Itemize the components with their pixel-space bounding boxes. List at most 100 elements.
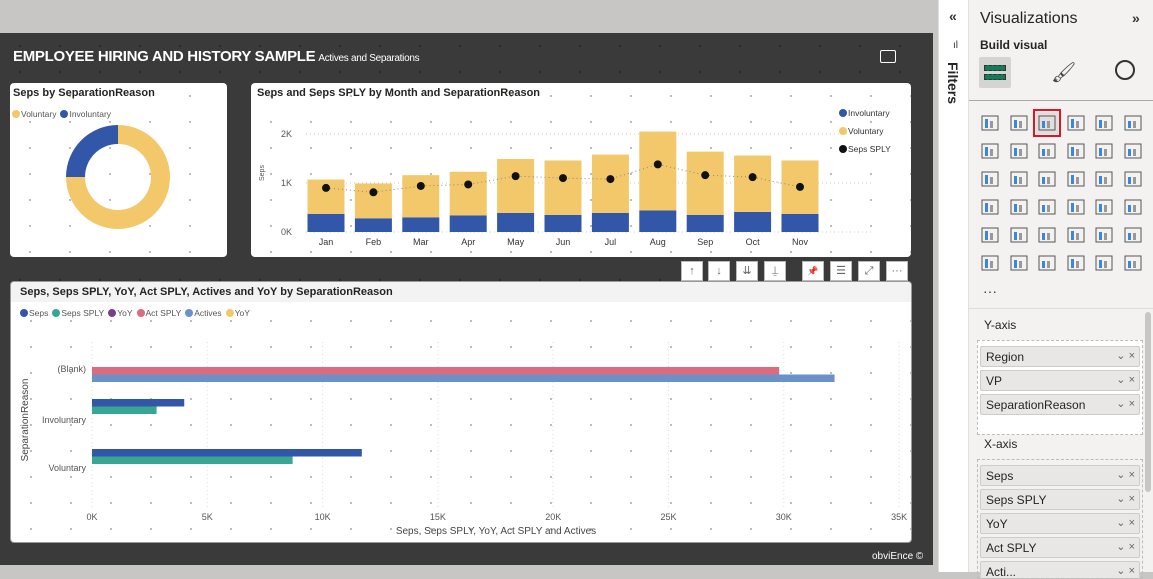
scatter-icon[interactable] <box>1036 168 1058 190</box>
analytics-icon[interactable] <box>1115 60 1135 80</box>
donut-icon[interactable] <box>1093 168 1115 190</box>
hbar-card[interactable]: Seps, Seps SPLY, YoY, Act SPLY, Actives … <box>10 281 912 543</box>
bar-involuntary <box>734 211 772 232</box>
column-chart[interactable]: 0K 1K 2K Seps Jan Feb Mar Apr May Jun Jul Aug Sep Oct… <box>251 83 911 257</box>
field-pill[interactable]: YoY ⌄ × <box>980 513 1140 534</box>
100-stacked-bar-icon[interactable] <box>1093 112 1115 134</box>
x-axis-well[interactable]: Seps ⌄ × Seps SPLY ⌄ × YoY ⌄ × Act SPLY ⌄ × Acti… <box>977 459 1143 579</box>
seps-sply-point <box>701 171 710 180</box>
field-pill[interactable]: Acti... ⌄ × <box>980 561 1140 578</box>
field-controls[interactable]: ⌄ × <box>1116 374 1135 386</box>
clustered-bar-icon[interactable] <box>1033 109 1061 137</box>
donut-slice-voluntary <box>66 125 170 229</box>
qa-icon[interactable] <box>979 252 1001 274</box>
field-pill[interactable]: Act SPLY ⌄ × <box>980 537 1140 558</box>
card-icon[interactable] <box>1093 196 1115 218</box>
donut-chart[interactable] <box>10 83 227 257</box>
key-influencers-icon[interactable] <box>1093 224 1115 246</box>
field-controls[interactable]: ⌄ × <box>1116 541 1135 553</box>
field-controls[interactable]: ⌄ × <box>1116 350 1135 362</box>
focus-mode-icon[interactable]: ⤢ <box>858 261 880 281</box>
x-tick-label: 25K <box>660 512 676 522</box>
drop-zone[interactable] <box>980 418 1140 432</box>
field-controls[interactable]: ⌄ × <box>1116 517 1135 529</box>
line-column-icon[interactable] <box>1065 140 1087 162</box>
scrollbar[interactable] <box>1145 312 1151 492</box>
hbar-chart[interactable]: 0K 5K 10K 15K 20K 25K 30K 35K Seps, Seps SPLY, Y… <box>11 282 912 543</box>
donut-slice-involuntary <box>66 125 118 177</box>
bar-seps <box>92 449 362 457</box>
x-tick-label: Apr <box>461 237 475 247</box>
ribbon-icon[interactable] <box>1122 140 1144 162</box>
filter-icon[interactable]: ☰ <box>830 261 852 281</box>
filled-map-icon[interactable] <box>1008 196 1030 218</box>
area-icon[interactable] <box>1008 140 1030 162</box>
field-controls[interactable]: ⌄ × <box>1116 493 1135 505</box>
stacked-bar-icon[interactable] <box>979 112 1001 134</box>
bar-voluntary <box>639 131 677 211</box>
paginated-icon[interactable] <box>1065 252 1087 274</box>
donut-card[interactable]: Seps by SeparationReason Voluntary Invol… <box>10 83 227 257</box>
drill-mode-button[interactable]: ⍊ <box>764 261 786 281</box>
y-tick-label: 0K <box>281 227 292 237</box>
filters-pane[interactable]: « ıl Filters <box>938 0 968 572</box>
more-options-icon[interactable]: ··· <box>886 261 908 281</box>
expand-icon[interactable]: » <box>1132 10 1140 26</box>
y-tick-label: 2K <box>281 129 292 139</box>
field-pill[interactable]: SeparationReason ⌄ × <box>980 394 1140 415</box>
legend-label: Seps SPLY <box>848 144 891 154</box>
field-controls[interactable]: ⌄ × <box>1116 469 1135 481</box>
field-pill[interactable]: Region ⌄ × <box>980 346 1140 367</box>
stacked-column-icon[interactable] <box>1008 112 1030 134</box>
column-card[interactable]: Seps and Seps SPLY by Month and Separati… <box>251 83 911 257</box>
y-axis-well[interactable]: Region ⌄ × VP ⌄ × SeparationReason ⌄ × <box>977 340 1143 435</box>
legend-item: Seps <box>20 308 48 318</box>
line-clustered-column-icon[interactable] <box>1093 140 1115 162</box>
field-controls[interactable]: ⌄ × <box>1116 398 1135 410</box>
gauge-icon[interactable] <box>1065 196 1087 218</box>
power-apps-icon[interactable] <box>1093 252 1115 274</box>
filters-label[interactable]: Filters <box>945 62 961 105</box>
drill-down-button[interactable]: ↓ <box>708 261 730 281</box>
collapse-icon[interactable]: « <box>949 8 957 24</box>
treemap-icon[interactable] <box>1122 168 1144 190</box>
waterfall-icon[interactable] <box>979 168 1001 190</box>
field-pill[interactable]: Seps SPLY ⌄ × <box>980 489 1140 510</box>
legend-label: Seps SPLY <box>61 308 105 318</box>
legend-marker <box>20 309 28 317</box>
stacked-area-icon[interactable] <box>1036 140 1058 162</box>
build-visual-label: Build visual <box>980 38 1048 52</box>
field-pill[interactable]: VP ⌄ × <box>980 370 1140 391</box>
hbar-title: Seps, Seps SPLY, YoY, Act SPLY, Actives … <box>20 286 393 298</box>
multi-row-card-icon[interactable] <box>1122 196 1144 218</box>
100-stacked-column-icon[interactable] <box>1122 112 1144 134</box>
clustered-column-icon[interactable] <box>1065 112 1087 134</box>
field-controls[interactable]: ⌄ × <box>1116 565 1135 577</box>
smart-narrative-icon[interactable] <box>1008 252 1030 274</box>
comment-icon[interactable] <box>880 50 896 63</box>
format-visual-icon[interactable]: 🖌 <box>1051 62 1077 84</box>
kpi-icon[interactable] <box>979 224 1001 246</box>
y-tick-label: Voluntary <box>48 463 86 473</box>
table-icon[interactable] <box>1036 224 1058 246</box>
x-tick-label: 35K <box>891 512 907 522</box>
x-axis-label: X-axis <box>984 437 1018 451</box>
matrix-icon[interactable] <box>1065 224 1087 246</box>
metrics-icon[interactable] <box>1036 252 1058 274</box>
expand-all-button[interactable]: ⇊ <box>736 261 758 281</box>
drill-up-button[interactable]: ↑ <box>681 261 703 281</box>
azure-map-icon[interactable] <box>1036 196 1058 218</box>
pin-icon[interactable]: 📌 <box>802 261 824 281</box>
more-visuals-icon[interactable]: ··· <box>983 283 997 299</box>
legend-item: Voluntary <box>12 109 56 119</box>
pie-icon[interactable] <box>1065 168 1087 190</box>
map-icon[interactable] <box>979 196 1001 218</box>
power-automate-icon[interactable] <box>1122 252 1144 274</box>
build-visual-tab[interactable] <box>979 57 1011 88</box>
funnel-icon[interactable] <box>1008 168 1030 190</box>
slicer-icon[interactable] <box>1008 224 1030 246</box>
field-pill[interactable]: Seps ⌄ × <box>980 465 1140 486</box>
seps-sply-point <box>653 160 662 169</box>
line-icon[interactable] <box>979 140 1001 162</box>
decomposition-tree-icon[interactable] <box>1122 224 1144 246</box>
